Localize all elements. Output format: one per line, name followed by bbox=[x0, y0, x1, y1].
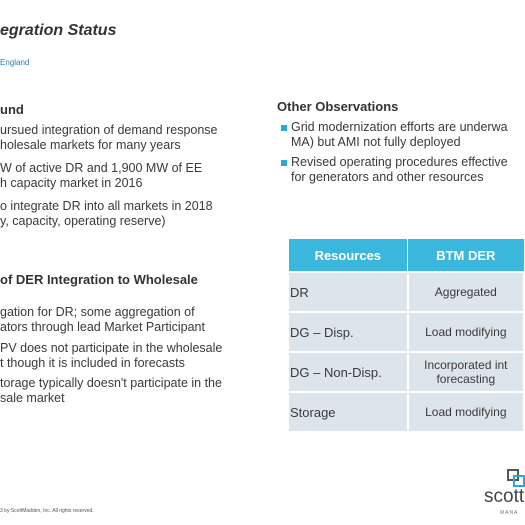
title: egration Status bbox=[0, 22, 117, 39]
bullet-text: o integrate DR into all markets in 2018 bbox=[0, 199, 213, 213]
bullet-text: MA) but AMI not fully deployed bbox=[291, 135, 461, 149]
heading: of DER Integration to Wholesale bbox=[0, 272, 198, 287]
bullet-text: ators through lead Market Participant bbox=[0, 320, 205, 334]
bullet-text: holesale markets for many years bbox=[0, 138, 181, 152]
bullet-text: h capacity market in 2016 bbox=[0, 176, 143, 190]
cell: Load modifying bbox=[406, 311, 525, 353]
heading: Other Observations bbox=[277, 99, 399, 114]
bullet bbox=[281, 160, 287, 166]
bullet-text: torage typically doesn't participate in … bbox=[0, 376, 222, 390]
cell-text: Storage bbox=[290, 404, 336, 420]
cell: DG – Disp. bbox=[287, 311, 409, 353]
cell-text: DG – Disp. bbox=[290, 324, 354, 340]
cell: Incorporated int forecasting bbox=[406, 351, 525, 393]
cell-text: Load modifying bbox=[425, 325, 507, 339]
bullet-text: Revised operating procedures effective bbox=[291, 155, 508, 169]
row: DR Aggregated bbox=[287, 271, 525, 313]
table: Resources BTM DER DR Aggregated DG – Disp.… bbox=[287, 238, 525, 433]
cell: DR bbox=[287, 271, 409, 313]
bullet-text: W of active DR and 1,900 MW of EE bbox=[0, 161, 203, 175]
heading: und bbox=[0, 102, 24, 117]
cell-text: DR bbox=[290, 284, 309, 300]
row: DG – Disp. Load modifying bbox=[287, 311, 525, 353]
cell: Aggregated bbox=[406, 271, 525, 313]
column-header: BTM DER bbox=[407, 238, 525, 273]
column-header: Resources bbox=[287, 238, 409, 273]
bullet-text: sale market bbox=[0, 391, 65, 405]
cell-text: Load modifying bbox=[425, 405, 507, 419]
cell-text: Aggregated bbox=[434, 285, 497, 299]
subtitle: England bbox=[0, 58, 30, 67]
bullet-text: for generators and other resources bbox=[291, 170, 484, 184]
bullet-text: gation for DR; some aggregation of bbox=[0, 305, 195, 319]
cell-text: DG – Non-Disp. bbox=[290, 364, 382, 380]
logo-tag: MANA bbox=[500, 510, 519, 516]
row: DG – Non-Disp. Incorporated int forecastin… bbox=[287, 351, 525, 393]
cell: DG – Non-Disp. bbox=[287, 351, 409, 393]
bullet-text: PV does not participate in the wholesale bbox=[0, 341, 223, 355]
logo-icon bbox=[507, 469, 525, 487]
bullet-text: y, capacity, operating reserve) bbox=[0, 214, 166, 228]
row: Storage Load modifying bbox=[287, 391, 525, 433]
footer: 3 by ScottMadden, Inc. All rights reserv… bbox=[0, 508, 94, 514]
bullet-text: Grid modernization efforts are underwa bbox=[291, 120, 508, 134]
cell-text: forecasting bbox=[436, 372, 496, 386]
logo: scott bbox=[484, 486, 525, 507]
cell-text: Incorporated int bbox=[424, 358, 508, 372]
cell: Storage bbox=[287, 391, 409, 433]
bullet-text: t though it is included in forecasts bbox=[0, 356, 185, 370]
cell: Load modifying bbox=[406, 391, 525, 433]
bullet bbox=[281, 125, 287, 131]
bullet-text: ursued integration of demand response bbox=[0, 123, 218, 137]
